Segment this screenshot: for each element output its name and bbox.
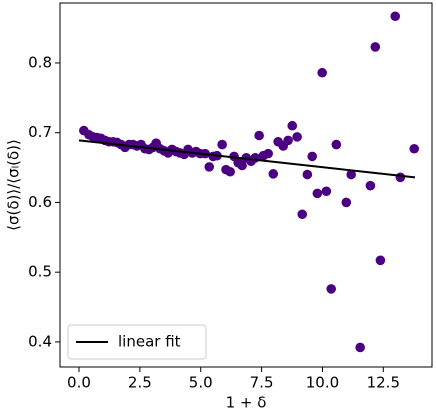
point xyxy=(287,120,298,131)
point xyxy=(254,130,264,141)
point xyxy=(346,169,356,180)
y-tick-label: 0.7 xyxy=(28,123,52,141)
point xyxy=(409,143,420,154)
y-tick-label: 0.8 xyxy=(28,53,52,71)
y-tick-label: 0.6 xyxy=(28,193,52,211)
point xyxy=(312,188,323,199)
point xyxy=(217,139,227,150)
x-tick-label: 12.5 xyxy=(367,374,400,392)
point xyxy=(263,148,273,159)
x-axis-label: 1 + δ xyxy=(226,394,267,412)
fit-line xyxy=(78,139,416,179)
x-tick-label: 5.0 xyxy=(189,374,213,392)
point xyxy=(237,160,247,171)
point xyxy=(268,169,279,179)
point xyxy=(307,151,318,162)
point xyxy=(283,135,293,146)
y-axis-label: ⟨σ(δ)⟩/⟨σₗ(δ)⟩ xyxy=(5,139,23,231)
legend-box xyxy=(67,324,207,360)
x-tick-label: 10.0 xyxy=(306,374,339,392)
point xyxy=(395,172,406,183)
point xyxy=(355,342,365,353)
x-tick-label: 2.5 xyxy=(128,374,152,392)
point xyxy=(341,197,352,208)
x-tick-label: 0.0 xyxy=(67,374,91,392)
point xyxy=(292,132,302,142)
point xyxy=(370,42,381,52)
point xyxy=(297,209,308,220)
point xyxy=(365,180,376,191)
point xyxy=(326,284,337,294)
point xyxy=(331,139,342,150)
point xyxy=(204,162,215,172)
y-tick-label: 0.5 xyxy=(28,263,52,281)
point xyxy=(225,166,235,177)
y-tick-label: 0.4 xyxy=(28,332,52,350)
point xyxy=(317,67,328,78)
point xyxy=(375,255,386,266)
point xyxy=(321,186,332,197)
x-tick-label: 7.5 xyxy=(250,374,274,392)
legend-label: linear fit xyxy=(118,333,181,351)
point xyxy=(302,169,313,180)
point xyxy=(250,153,261,163)
point xyxy=(390,11,401,22)
plot-frame xyxy=(59,2,433,368)
